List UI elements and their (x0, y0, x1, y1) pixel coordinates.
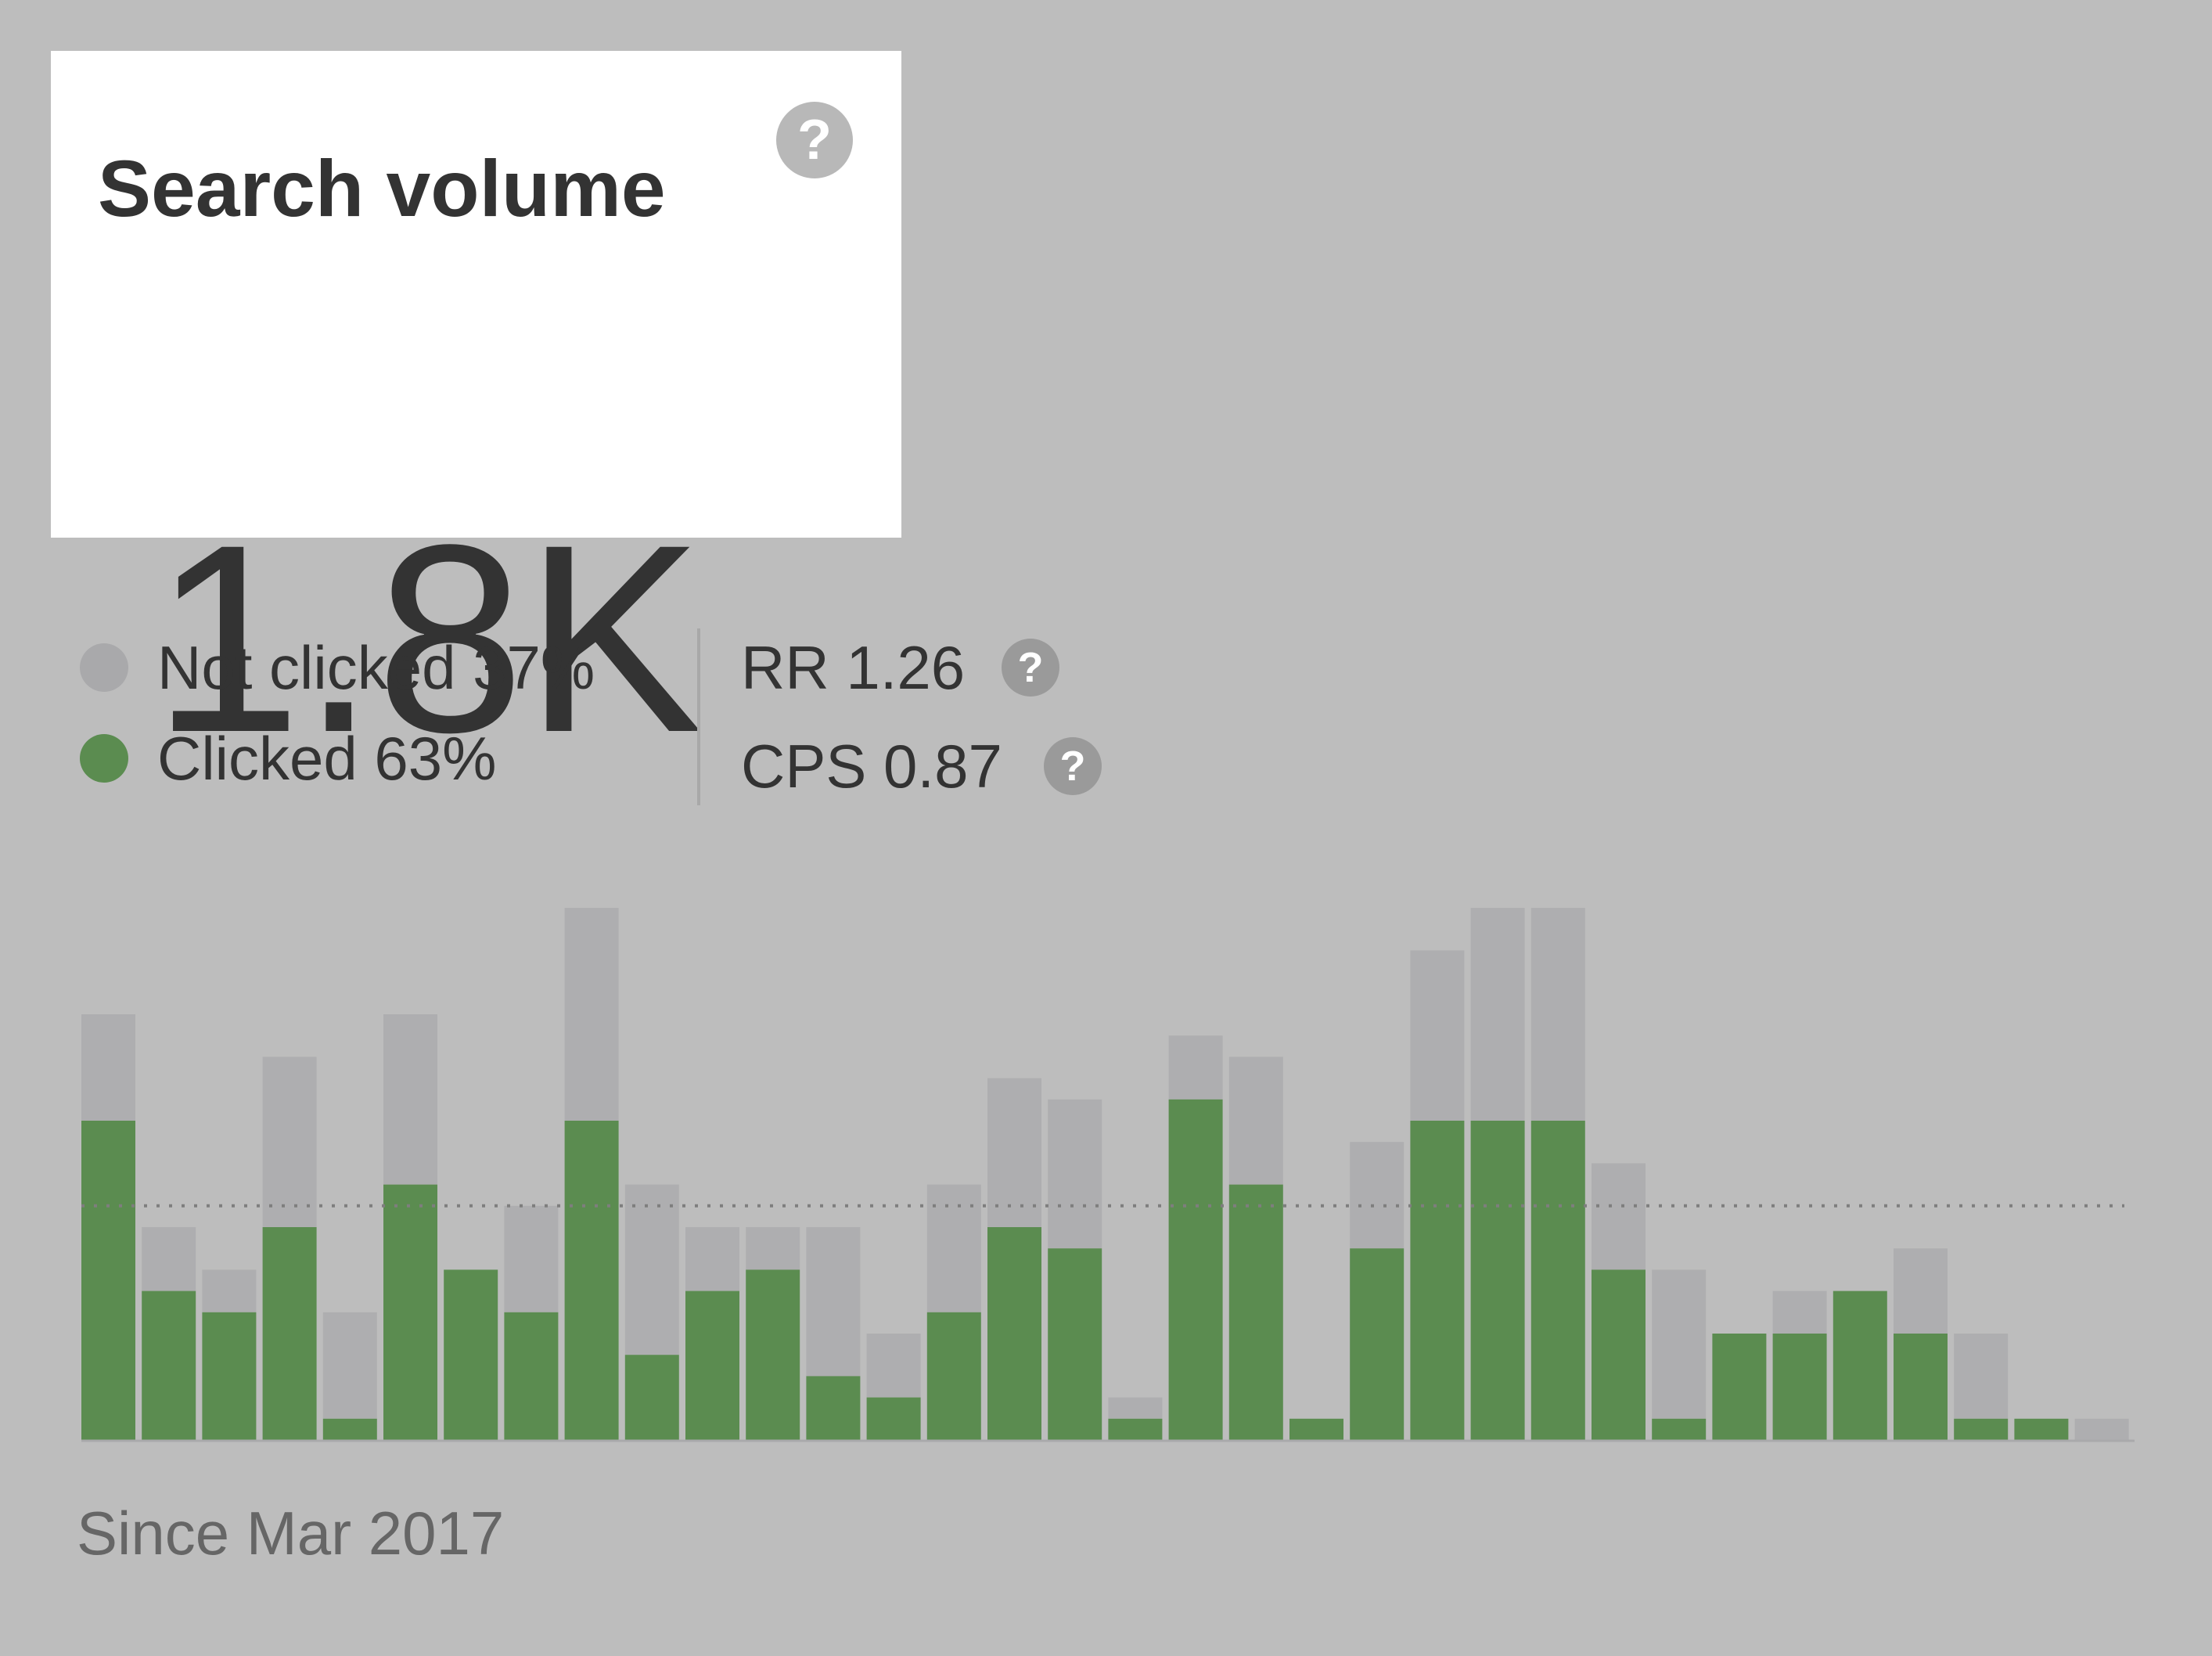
clicked-bar-segment (1772, 1334, 1827, 1440)
not-clicked-bar-segment (202, 1269, 257, 1312)
clicked-bar-segment (1289, 1418, 1343, 1440)
clicked-bar-segment (987, 1227, 1041, 1440)
clicked-bar-segment (1108, 1418, 1163, 1440)
cps-metric: CPS 0.87 (741, 732, 1002, 801)
not-clicked-bar-segment (1410, 950, 1465, 1121)
clicked-bar-segment (504, 1312, 559, 1440)
not-clicked-bar-segment (81, 1014, 135, 1121)
clicked-label: Clicked 63% (157, 724, 497, 793)
not-clicked-bar-segment (746, 1227, 800, 1270)
not-clicked-bar-segment (1168, 1035, 1223, 1100)
card-title: Search volume (98, 144, 666, 233)
search-volume-value: 1.8K (153, 489, 703, 788)
not-clicked-bar-segment (866, 1334, 921, 1398)
clicked-bar-segment (1894, 1334, 1948, 1440)
clicked-bar-segment (262, 1227, 317, 1440)
not-clicked-bar-segment (1470, 908, 1525, 1121)
not-clicked-bar-segment (1048, 1099, 1102, 1249)
not-clicked-bar-segment (322, 1312, 377, 1419)
not-clicked-bar-segment (1350, 1142, 1405, 1249)
not-clicked-label: Not clicked 37% (157, 633, 595, 702)
clicked-bar-segment (866, 1397, 921, 1440)
clicked-bar-segment (383, 1184, 437, 1440)
not-clicked-bar-segment (504, 1205, 559, 1312)
not-clicked-bar-segment (1530, 908, 1585, 1121)
not-clicked-bar-segment (2074, 1418, 2129, 1440)
not-clicked-bar-segment (1954, 1334, 2009, 1419)
rr-metric: RR 1.26 (741, 633, 966, 702)
clicked-bar-segment (322, 1418, 377, 1440)
not-clicked-bar-segment (1772, 1291, 1827, 1334)
not-clicked-bar-segment (1228, 1057, 1283, 1185)
clicked-bar-segment (624, 1355, 679, 1440)
clicked-bar-segment (1954, 1418, 2009, 1440)
clicked-bar-segment (1410, 1121, 1465, 1440)
not-clicked-bar-segment (1592, 1163, 1646, 1270)
clicked-bar-segment (806, 1376, 861, 1440)
clicked-bar-segment (1833, 1291, 1887, 1440)
help-icon[interactable]: ? (776, 102, 853, 178)
clicked-bar-segment (1048, 1248, 1102, 1440)
clicked-bar-segment (926, 1312, 981, 1440)
not-clicked-bar-segment (685, 1227, 739, 1291)
not-clicked-bar-segment (262, 1057, 317, 1227)
clicked-bar-segment (1228, 1184, 1283, 1440)
clicked-bar-segment (1350, 1248, 1405, 1440)
clicked-bar-segment (2014, 1418, 2069, 1440)
not-clicked-dot-icon (80, 643, 128, 692)
not-clicked-bar-segment (806, 1227, 861, 1377)
clicked-dot-icon (80, 734, 128, 783)
not-clicked-bar-segment (926, 1184, 981, 1312)
clicked-bar-segment (1470, 1121, 1525, 1440)
rr-help-icon[interactable]: ? (1002, 639, 1059, 697)
not-clicked-bar-segment (1894, 1248, 1948, 1334)
clicked-bar-segment (1652, 1418, 1707, 1440)
since-date-label: Since Mar 2017 (77, 1499, 505, 1568)
cps-help-icon[interactable]: ? (1044, 737, 1102, 795)
clicked-bar-segment (685, 1291, 739, 1440)
clicked-bar-segment (202, 1312, 257, 1440)
not-clicked-bar-segment (1652, 1269, 1707, 1419)
clicked-bar-segment (1592, 1269, 1646, 1440)
clicked-bar-segment (1530, 1121, 1585, 1440)
not-clicked-bar-segment (383, 1014, 437, 1185)
not-clicked-bar-segment (624, 1184, 679, 1355)
not-clicked-bar-segment (564, 908, 619, 1121)
not-clicked-bar-segment (142, 1227, 196, 1291)
clicked-bar-segment (746, 1269, 800, 1440)
clicked-bar-segment (142, 1291, 196, 1440)
search-volume-card: Search volume ? 1.8K (51, 51, 901, 772)
clicked-bar-segment (444, 1269, 498, 1440)
not-clicked-bar-segment (1108, 1397, 1163, 1419)
clicked-bar-segment (1712, 1334, 1767, 1440)
clicked-bar-segment (81, 1121, 135, 1440)
stats-divider (697, 628, 700, 805)
clicked-bar-segment (1168, 1099, 1223, 1440)
clicked-bar-segment (564, 1121, 619, 1440)
not-clicked-bar-segment (987, 1078, 1041, 1227)
